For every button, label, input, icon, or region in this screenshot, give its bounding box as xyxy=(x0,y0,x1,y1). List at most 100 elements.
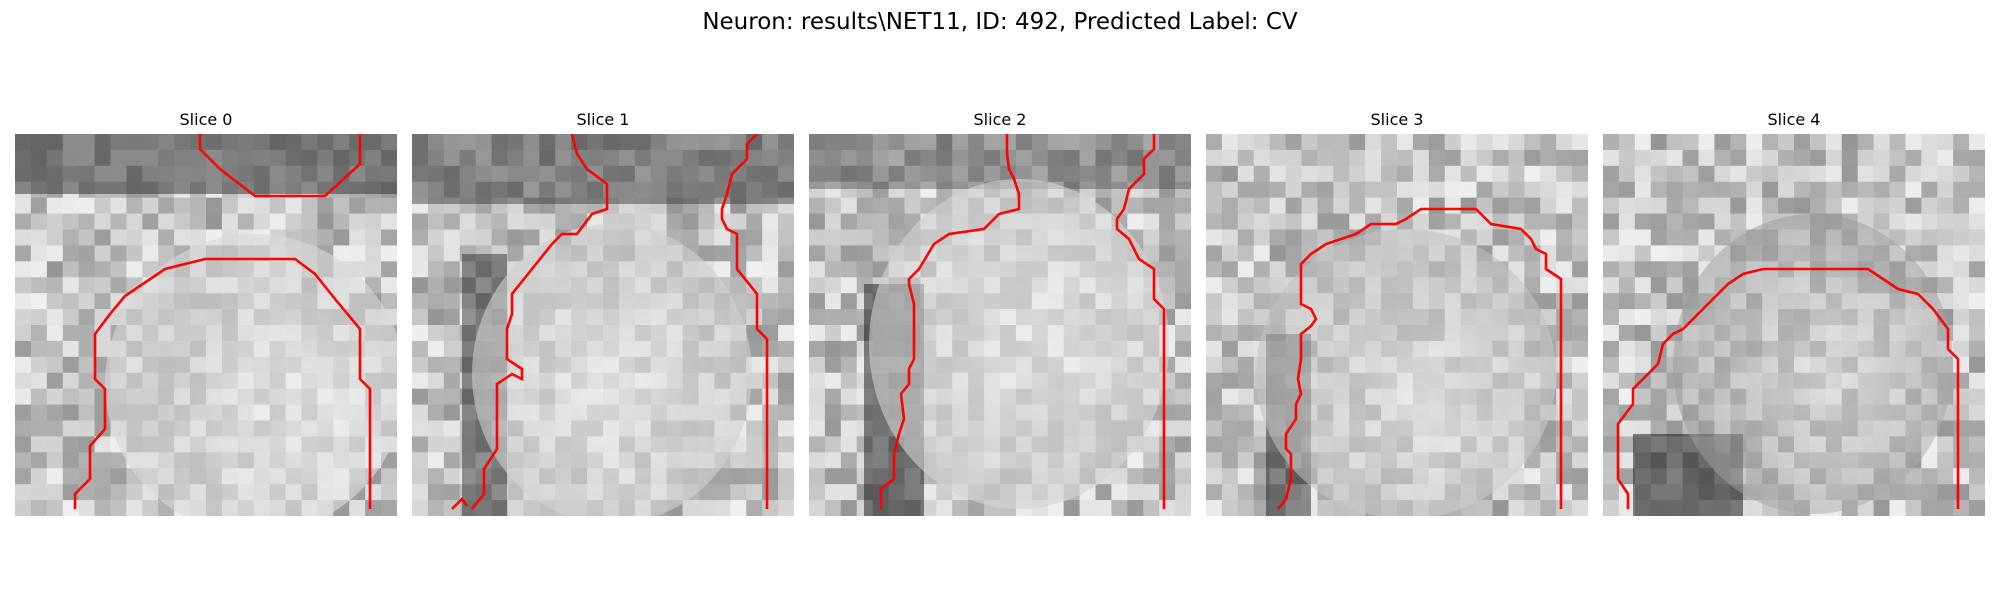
pixel-cell xyxy=(1159,134,1176,151)
pixel-cell xyxy=(809,197,826,215)
pixel-cell xyxy=(1175,293,1191,310)
pixel-cell xyxy=(762,420,779,438)
pixel-cell xyxy=(682,165,700,183)
pixel-cell xyxy=(1969,452,1985,469)
pixel-cell xyxy=(1540,213,1557,231)
pixel-cell xyxy=(1969,500,1985,516)
pixel-cell xyxy=(1143,484,1160,501)
pixel-cell xyxy=(78,484,96,501)
pixel-cell xyxy=(1397,197,1414,215)
contour-line xyxy=(879,134,1021,509)
pixel-cell xyxy=(778,309,794,326)
pixel-cell xyxy=(1921,181,1938,199)
pixel-cell xyxy=(1969,372,1985,390)
pixel-cell xyxy=(1317,197,1334,215)
pixel-cell xyxy=(523,500,540,516)
pixel-cell xyxy=(1682,213,1700,231)
pixel-cell xyxy=(126,500,143,516)
pixel-cell xyxy=(381,293,397,310)
pixel-cell xyxy=(427,181,445,199)
pixel-cell xyxy=(1317,165,1334,183)
pixel-cell xyxy=(1095,500,1113,516)
pixel-cell xyxy=(15,500,32,516)
pixel-cell xyxy=(1556,468,1573,485)
pixel-cell xyxy=(1047,134,1065,151)
pixel-cell xyxy=(1508,197,1525,215)
pixel-cell xyxy=(94,340,112,358)
pixel-cell xyxy=(459,229,477,247)
pixel-cell xyxy=(746,181,763,199)
pixel-cell xyxy=(746,277,763,294)
pixel-cell xyxy=(158,197,175,215)
pixel-cell xyxy=(174,213,191,231)
pixel-cell xyxy=(1634,213,1652,231)
pixel-cell xyxy=(333,197,350,215)
pixel-cell xyxy=(1794,197,1811,215)
pixel-cell xyxy=(1269,277,1287,294)
pixel-cell xyxy=(1476,134,1494,151)
pixel-cell xyxy=(1634,245,1652,262)
pixel-cell xyxy=(1666,404,1684,422)
pixel-cell xyxy=(427,388,445,406)
pixel-cell xyxy=(778,500,794,516)
pixel-cell xyxy=(78,325,96,342)
pixel-cell xyxy=(824,372,842,390)
pixel-cell xyxy=(1253,197,1271,215)
pixel-cell xyxy=(221,213,239,231)
pixel-cell xyxy=(1508,165,1525,183)
pixel-cell xyxy=(1825,149,1843,167)
pixel-cell xyxy=(1953,420,1970,438)
pixel-cell xyxy=(443,420,461,438)
pixel-cell xyxy=(714,245,731,262)
pixel-cell xyxy=(1253,500,1271,516)
pixel-cell xyxy=(682,134,700,151)
pixel-cell xyxy=(1603,340,1620,358)
pixel-cell xyxy=(507,229,525,247)
pixel-cell xyxy=(1333,134,1350,151)
pixel-cell xyxy=(1079,149,1097,167)
pixel-cell xyxy=(1508,181,1525,199)
pixel-cell xyxy=(30,436,48,453)
pixel-cell xyxy=(650,181,668,199)
pixel-cell xyxy=(1921,452,1938,469)
pixel-cell xyxy=(30,356,48,374)
pixel-cell xyxy=(1221,420,1239,438)
pixel-cell xyxy=(1540,436,1557,453)
pixel-cell xyxy=(1666,293,1684,310)
pixel-cell xyxy=(1444,134,1462,151)
pixel-cell xyxy=(491,261,509,278)
pixel-cell xyxy=(1556,134,1573,151)
pixel-cell xyxy=(1556,436,1573,453)
pixel-cell xyxy=(762,277,779,294)
pixel-cell xyxy=(46,229,64,247)
pixel-cell xyxy=(443,484,461,501)
pixel-cell xyxy=(94,452,112,469)
pixel-cell xyxy=(237,213,255,231)
pixel-cell xyxy=(1079,181,1097,199)
pixel-cell xyxy=(1206,181,1223,199)
pixel-cell xyxy=(1953,134,1970,151)
pixel-cell xyxy=(746,261,763,278)
pixel-cell xyxy=(824,229,842,247)
pixel-cell xyxy=(94,293,112,310)
pixel-cell xyxy=(984,165,1001,183)
pixel-cell xyxy=(1969,134,1985,151)
pixel-cell xyxy=(1237,356,1255,374)
pixel-cell xyxy=(587,181,604,199)
pixel-cell xyxy=(443,165,461,183)
pixel-cell xyxy=(650,149,668,167)
pixel-cell xyxy=(809,420,826,438)
pixel-cell xyxy=(1937,420,1954,438)
pixel-cell xyxy=(349,245,366,262)
pixel-cell xyxy=(952,134,969,151)
cell-body xyxy=(1256,229,1556,516)
pixel-cell xyxy=(1650,245,1668,262)
pixel-cell xyxy=(968,149,985,167)
pixel-cell xyxy=(1206,245,1223,262)
pixel-cell xyxy=(237,197,255,215)
pixel-cell xyxy=(1317,134,1334,151)
pixel-cell xyxy=(30,245,48,262)
pixel-cell xyxy=(110,277,128,294)
pixel-cell xyxy=(714,261,731,278)
pixel-cell xyxy=(1540,181,1557,199)
